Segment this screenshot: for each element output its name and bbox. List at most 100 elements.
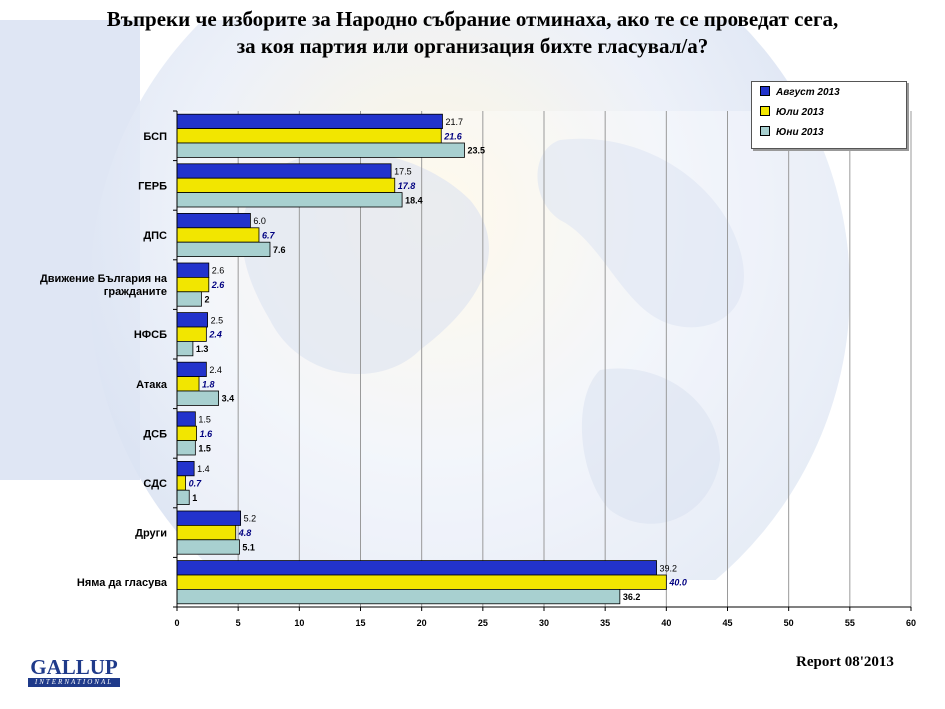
bar xyxy=(176,262,210,278)
bar xyxy=(176,291,202,307)
data-label: 2 xyxy=(204,295,209,305)
legend-label-july: Юли 2013 xyxy=(776,107,824,118)
bar-layer: 21.721.623.517.517.818.46.06.77.62.62.62… xyxy=(176,113,687,605)
legend-item-august: Август 2013 xyxy=(760,86,840,98)
category-label-line: гражданите xyxy=(104,286,167,298)
bar xyxy=(176,163,392,179)
category-label-line: Движение България на xyxy=(40,273,168,285)
gallup-logo: GALLUP INTERNATIONAL xyxy=(28,656,120,687)
data-label: 23.5 xyxy=(467,146,485,156)
data-label: 3.4 xyxy=(222,394,235,404)
bar xyxy=(176,212,251,229)
title-line-1: Въпреки че изборите за Народно събрание … xyxy=(106,7,839,31)
category-label-line: БСП xyxy=(143,131,167,143)
data-label: 2.5 xyxy=(211,315,224,325)
x-tick-label: 30 xyxy=(539,618,549,628)
bar xyxy=(176,113,443,129)
data-label: 6.7 xyxy=(262,231,276,241)
data-label: 18.4 xyxy=(405,195,423,205)
data-label: 5.2 xyxy=(244,514,257,524)
x-tick-label: 20 xyxy=(417,618,427,628)
x-tick-label: 55 xyxy=(845,618,855,628)
data-label: 2.6 xyxy=(212,266,225,276)
category-label-line: Други xyxy=(135,528,167,540)
category-label: ДПС xyxy=(143,230,167,242)
legend-swatch-july xyxy=(760,106,770,116)
x-tick-label: 5 xyxy=(236,618,241,628)
legend-swatch-june xyxy=(760,126,770,136)
legend-label-june: Юни 2013 xyxy=(776,127,824,138)
category-label: НФСБ xyxy=(134,329,167,341)
data-label: 2.4 xyxy=(208,330,222,340)
data-label: 7.6 xyxy=(273,245,286,255)
bar xyxy=(176,460,195,477)
data-label: 6.0 xyxy=(253,216,266,226)
logo-subtext: INTERNATIONAL xyxy=(28,678,120,687)
bar xyxy=(176,489,190,506)
bar xyxy=(176,340,194,357)
data-label: 17.8 xyxy=(398,181,416,191)
bar xyxy=(176,192,403,208)
bar xyxy=(176,411,196,427)
bar xyxy=(176,560,657,576)
category-label: СДС xyxy=(143,478,167,490)
chart-title: Въпреки че изборите за Народно събрание … xyxy=(0,6,945,60)
data-label: 1.5 xyxy=(198,443,211,453)
data-label: 2.4 xyxy=(209,365,222,375)
x-tick-label: 60 xyxy=(906,618,916,628)
data-label: 1.4 xyxy=(197,464,210,474)
data-label: 1.6 xyxy=(200,429,214,439)
axis-layer: 0 5 10 15 20 25 30 35 40 45 50 55 60 БСП ГЕРБ ДПС Движен… xyxy=(40,110,916,628)
legend: Август 2013 Юли 2013 Юни 2013 xyxy=(751,81,907,149)
x-tick-label: 40 xyxy=(661,618,671,628)
category-label-line: ДСБ xyxy=(143,428,167,440)
bar xyxy=(176,525,237,541)
bar xyxy=(176,312,208,328)
data-label: 21.7 xyxy=(445,117,463,127)
category-label-line: СДС xyxy=(143,478,167,490)
category-label: ГЕРБ xyxy=(138,180,167,192)
category-label: Атака xyxy=(136,379,168,391)
data-label: 1.3 xyxy=(196,344,209,354)
data-label: 39.2 xyxy=(660,563,678,573)
title-line-2: за коя партия или организация бихте глас… xyxy=(236,34,709,58)
x-tick-label: 25 xyxy=(478,618,488,628)
data-label: 1.5 xyxy=(198,415,211,425)
bar xyxy=(176,361,207,378)
logo-text: GALLUP xyxy=(30,655,118,679)
category-label: Движение България на гражданите xyxy=(40,273,168,298)
report-label: Report 08'2013 xyxy=(796,654,894,670)
bar xyxy=(176,425,197,442)
category-label: Няма да гласува xyxy=(77,577,168,589)
data-label: 2.6 xyxy=(211,280,226,290)
data-label: 0.7 xyxy=(189,479,203,489)
category-label-line: ДПС xyxy=(143,230,167,242)
category-label: Други xyxy=(135,528,167,540)
data-label: 1 xyxy=(192,493,197,503)
x-tick-label: 0 xyxy=(174,618,179,628)
category-label-line: НФСБ xyxy=(134,329,167,341)
bar xyxy=(176,376,200,392)
legend-item-june: Юни 2013 xyxy=(760,126,824,138)
legend-swatch-august xyxy=(760,86,770,96)
category-label-line: Атака xyxy=(136,379,168,391)
legend-label-august: Август 2013 xyxy=(776,87,840,98)
bar xyxy=(176,589,621,605)
legend-item-july: Юли 2013 xyxy=(760,106,824,118)
x-tick-label: 35 xyxy=(600,618,610,628)
bar xyxy=(176,241,271,257)
bar xyxy=(176,390,219,406)
bar xyxy=(176,539,240,555)
x-tick-label: 15 xyxy=(355,618,365,628)
data-label: 5.1 xyxy=(242,543,255,553)
bar xyxy=(176,440,196,456)
category-label-line: ГЕРБ xyxy=(138,180,167,192)
bar xyxy=(176,510,242,526)
data-label: 21.6 xyxy=(443,131,463,141)
data-label: 40.0 xyxy=(668,578,687,588)
bar xyxy=(176,177,396,193)
category-label-line: Няма да гласува xyxy=(77,577,168,589)
category-label: БСП xyxy=(143,131,167,143)
bar xyxy=(176,227,260,243)
